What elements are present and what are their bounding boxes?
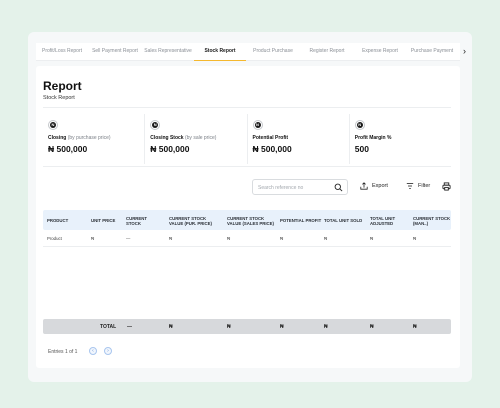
prev-page-button[interactable]: ‹ bbox=[89, 347, 97, 355]
divider bbox=[43, 166, 451, 167]
naira-icon: N bbox=[150, 120, 161, 130]
stat-potential-profit: N Potential Profit ₦ 500,000 bbox=[248, 114, 350, 164]
row-divider bbox=[43, 246, 451, 247]
col-unit-price: UNIT PRICE bbox=[91, 218, 116, 223]
naira-icon: N bbox=[354, 120, 365, 130]
tab-sales-representative[interactable]: Sales Representative bbox=[144, 48, 192, 54]
next-page-button[interactable]: › bbox=[104, 347, 112, 355]
export-button[interactable]: Export bbox=[360, 182, 388, 190]
stat-closing-stock: N Closing Stock (by sale price) ₦ 500,00… bbox=[145, 114, 248, 164]
tab-product-purchase[interactable]: Product Purchase bbox=[253, 48, 293, 54]
divider bbox=[43, 107, 451, 108]
col-current-stock-man: CURRENT STOCK (MAN..) bbox=[413, 216, 451, 226]
page-title: Report bbox=[43, 79, 82, 93]
naira-icon: N bbox=[48, 120, 58, 130]
print-icon[interactable] bbox=[442, 182, 451, 191]
table-header: PRODUCT UNIT PRICE CURRENT STOCK CURRENT… bbox=[43, 210, 451, 230]
stat-value: 500 bbox=[354, 144, 369, 154]
tab-purchase-payment[interactable]: Purchase Payment bbox=[410, 48, 454, 54]
col-total-unit-sold: TOTAL UNIT SOLD bbox=[324, 218, 363, 223]
entries-count: Entries 1 of 1 bbox=[48, 349, 78, 355]
col-stock-value-sales: CURRENT STOCK VALUE (SALES PRICE) bbox=[227, 216, 274, 226]
tab-profit-loss[interactable]: Profit/Loss Report bbox=[41, 48, 83, 54]
report-tabs: Profit/Loss Report Sell Payment Report S… bbox=[36, 43, 466, 61]
table-total-row: TOTAL — ₦ ₦ ₦ ₦ ₦ ₦ bbox=[43, 319, 451, 334]
chevron-right-icon[interactable]: › bbox=[463, 46, 466, 56]
tab-stock-report[interactable]: Stock Report bbox=[194, 43, 246, 61]
search-icon[interactable] bbox=[334, 183, 343, 192]
filter-button[interactable]: Filter bbox=[406, 182, 430, 190]
tab-expense-report[interactable]: Expense Report bbox=[362, 48, 398, 54]
stats-row: N Closing (by purchase price) ₦ 500,000 … bbox=[43, 114, 451, 164]
col-product: PRODUCT bbox=[47, 218, 69, 223]
stat-closing: N Closing (by purchase price) ₦ 500,000 bbox=[43, 114, 146, 164]
naira-icon: N bbox=[252, 120, 263, 130]
col-current-stock: CURRENT STOCK bbox=[126, 216, 148, 226]
stat-value: ₦ 500,000 bbox=[150, 144, 190, 154]
report-card: Report Stock Report N Closing (by purcha… bbox=[36, 66, 460, 368]
stat-value: ₦ 500,000 bbox=[48, 144, 88, 154]
stat-value: ₦ 500,000 bbox=[252, 144, 292, 154]
page-subtitle: Stock Report bbox=[43, 95, 75, 101]
filter-icon bbox=[406, 183, 414, 189]
col-total-unit-adjusted: TOTAL UNIT ADJUSTED bbox=[370, 216, 396, 226]
tab-sell-payment[interactable]: Sell Payment Report bbox=[92, 48, 138, 54]
stat-profit-margin: N Profit Margin % 500 bbox=[350, 114, 451, 164]
table-toolbar: Search reference no Export Filter bbox=[252, 179, 452, 195]
search-input[interactable]: Search reference no bbox=[252, 179, 348, 195]
export-icon bbox=[360, 182, 368, 190]
col-potential-profit: POTENTIAL PROFIT bbox=[280, 218, 322, 223]
tab-register-report[interactable]: Register Report bbox=[309, 48, 345, 54]
col-stock-value-pur: CURRENT STOCK VALUE (PUR. PRICE) bbox=[169, 216, 212, 226]
